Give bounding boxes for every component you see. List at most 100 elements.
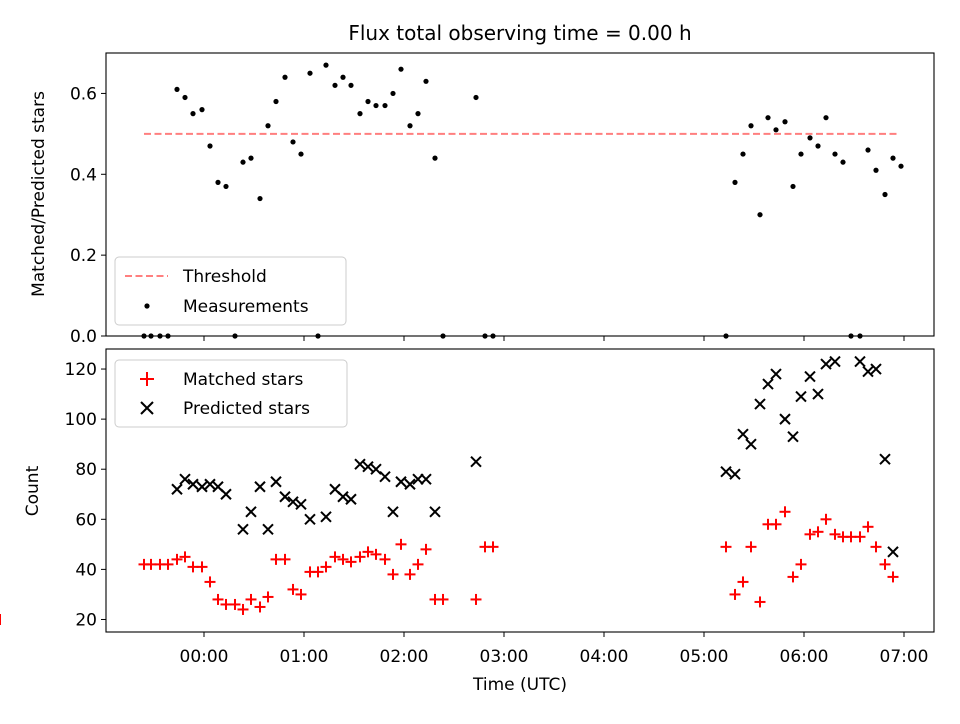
- predicted-star-point: [829, 355, 841, 368]
- predicted-star-point: [179, 473, 191, 485]
- matched-star-point: [754, 596, 766, 608]
- predicted-star-point: [804, 370, 816, 383]
- bottom-y-tick-label: 100: [65, 410, 97, 430]
- predicted-star-point: [354, 458, 366, 470]
- predicted-star-point: [862, 365, 874, 378]
- matched-star-point: [262, 591, 274, 603]
- measurement-point: [748, 123, 754, 129]
- measurement-point: [174, 86, 180, 92]
- matched-star-point: [329, 551, 341, 563]
- matched-star-point: [370, 548, 382, 560]
- bottom-y-tick-label: 80: [75, 460, 97, 480]
- predicted-legend-swatch: [140, 401, 154, 415]
- predicted-star-point: [171, 483, 183, 495]
- measurement-point: [207, 143, 213, 149]
- top-y-tick-label: 0.6: [70, 84, 97, 104]
- threshold-legend-label: Threshold: [182, 267, 267, 287]
- bottom-x-tick-label: 01:00: [280, 647, 329, 667]
- predicted-star-point: [812, 388, 824, 400]
- matched-star-point: [245, 593, 257, 605]
- matched-star-point: [379, 553, 391, 565]
- bottom-x-tick-label: 02:00: [380, 647, 429, 667]
- predicted-star-point: [245, 506, 257, 518]
- matched-star-point: [437, 593, 449, 605]
- bottom-y-tick-label: 60: [75, 510, 97, 530]
- bottom-x-axis-ticks: 00:00 01:00 02:00 03:00 04:00 05:00 06:00 07:00: [180, 632, 929, 667]
- measurement-point: [323, 62, 329, 68]
- measurement-point: [840, 159, 846, 165]
- bottom-y-axis-ticks: 20 40 60 80 100 120: [65, 360, 106, 630]
- matched-star-point: [312, 566, 324, 578]
- predicted-star-point: [887, 546, 899, 558]
- bottom-legend: Matched stars Predicted stars: [114, 359, 348, 428]
- chart-title: Flux total observing time = 0.00 h: [348, 21, 691, 45]
- measurement-point: [182, 94, 188, 101]
- predicted-star-point: [470, 455, 482, 468]
- measurement-point: [473, 94, 479, 101]
- matched-star-point: [387, 568, 399, 580]
- measurement-point: [332, 82, 338, 88]
- predicted-star-point: [237, 523, 249, 536]
- predicted-star-point: [404, 478, 416, 490]
- measurement-point: [882, 191, 888, 198]
- matched-star-point: [412, 558, 424, 570]
- measurement-point: [298, 151, 304, 157]
- matched-star-point: [320, 561, 332, 573]
- measurement-point: [282, 74, 288, 80]
- matched-star-point: [295, 588, 307, 600]
- measurement-point: [865, 147, 871, 153]
- matched-star-point: [879, 558, 891, 570]
- measurement-point: [790, 183, 796, 190]
- measurements-legend-label: Measurements: [183, 297, 309, 317]
- matched-star-point: [862, 521, 874, 533]
- matched-star-point: [345, 556, 357, 568]
- predicted-star-point: [204, 478, 216, 490]
- predicted-star-point: [879, 453, 891, 465]
- measurement-point: [890, 155, 896, 161]
- predicted-star-point: [420, 473, 432, 485]
- measurement-point: [290, 139, 296, 145]
- predicted-star-point: [295, 498, 307, 510]
- matched-legend-label: Matched stars: [183, 370, 303, 390]
- top-y-tick-label: 0.4: [70, 165, 97, 185]
- top-legend-box: [114, 256, 347, 326]
- predicted-star-point: [337, 491, 349, 503]
- top-y-tick-label: 0.0: [70, 327, 97, 347]
- matched-star-point: [770, 518, 782, 530]
- matched-star-point: [212, 593, 224, 605]
- matched-star-point: [420, 543, 432, 555]
- predicted-star-point: [762, 378, 774, 390]
- measurement-point: [340, 74, 346, 80]
- predicted-star-point: [270, 476, 282, 488]
- top-subplot: 0.0 0.2 0.4 0.6 Matched/Predicted stars Thr…: [29, 52, 935, 347]
- matched-star-point: [162, 558, 174, 570]
- predicted-star-point: [770, 368, 782, 380]
- matched-star-point: [237, 603, 249, 615]
- matched-star-point: [179, 551, 191, 563]
- measurement-point: [732, 179, 738, 185]
- predicted-star-point: [220, 488, 232, 500]
- measurement-point: [273, 98, 279, 105]
- predicted-star-point: [279, 491, 291, 503]
- matched-star-point: [795, 558, 807, 570]
- measurement-point: [223, 183, 229, 190]
- measurement-point: [357, 111, 363, 117]
- bottom-x-tick-label: 06:00: [780, 647, 829, 667]
- measurement-point: [265, 123, 271, 129]
- measurement-point: [348, 82, 354, 88]
- matched-star-point: [287, 583, 299, 595]
- measurement-point: [248, 155, 254, 161]
- bottom-x-tick-label: 03:00: [480, 647, 529, 667]
- matched-star-point: [254, 601, 266, 613]
- matched-star-point: [779, 506, 791, 518]
- measurement-point: [382, 102, 388, 109]
- measurement-point: [757, 212, 763, 218]
- bottom-plot-marks: [0, 355, 899, 625]
- bottom-y-axis-label: Count: [23, 465, 43, 516]
- bottom-y-tick-label: 120: [65, 360, 97, 380]
- predicted-star-point: [196, 481, 208, 493]
- measurement-point: [773, 127, 779, 133]
- measurement-point: [765, 115, 771, 121]
- matched-star-point: [362, 546, 374, 558]
